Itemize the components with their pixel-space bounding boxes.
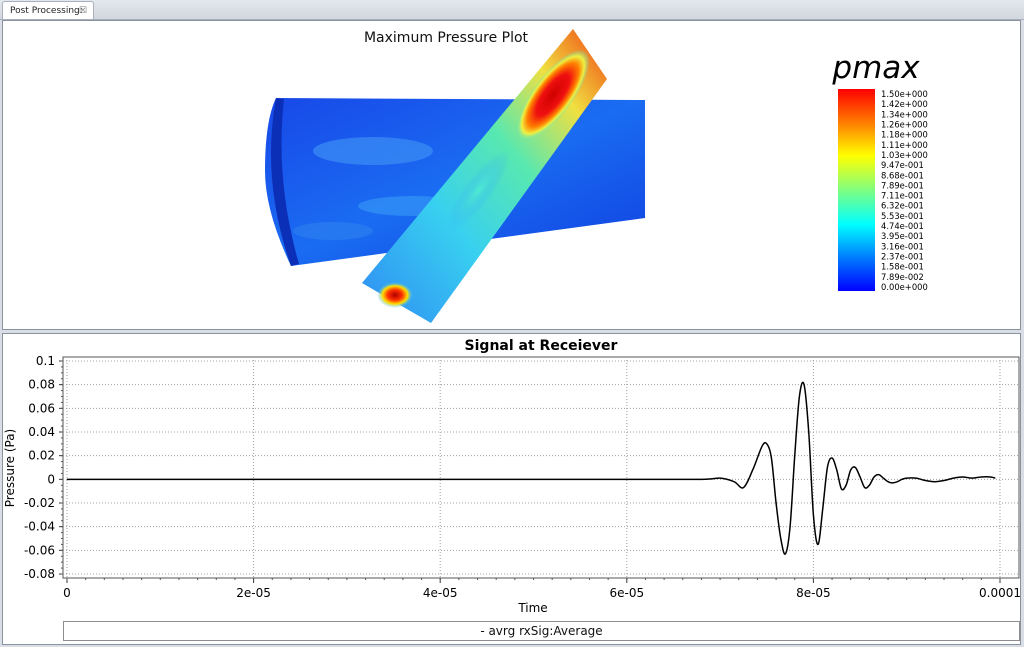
- colorbar-label: 1.34e+000: [881, 109, 928, 119]
- colorbar-label: 6.32e-001: [881, 201, 924, 211]
- colorbar-label: 3.95e-001: [881, 231, 924, 241]
- x-tick-label: 6e-05: [609, 586, 644, 600]
- x-axis-label: Time: [517, 601, 547, 615]
- colorbar-label: 1.58e-001: [881, 262, 924, 272]
- plot-area: [62, 356, 1020, 579]
- main-pipe-end-cap: [271, 98, 299, 266]
- colorbar-label: 9.47e-001: [881, 160, 924, 170]
- pressure-geometry: [265, 29, 645, 323]
- colorbar-label: 1.42e+000: [881, 99, 928, 109]
- tab-bar: Post Processing: ☒: [0, 0, 1024, 20]
- x-tick-label: 0.0001: [979, 586, 1020, 600]
- series-line: [67, 381, 996, 555]
- tab-label: Post Processing:: [10, 6, 83, 16]
- y-tick-label: -0.02: [24, 496, 55, 510]
- viewport-title: Maximum Pressure Plot: [364, 30, 529, 46]
- x-tick-label: 0: [63, 586, 71, 600]
- colorbar-label: 1.26e+000: [881, 119, 928, 129]
- colorbar-label: 1.50e+000: [881, 89, 928, 99]
- colorbar-name: pmax: [831, 50, 920, 86]
- chart-title: Signal at Receiever: [465, 338, 618, 354]
- colorbar-label: 4.74e-001: [881, 221, 924, 231]
- colorbar-label: 0.00e+000: [881, 282, 928, 292]
- colorbar-label: 7.89e-002: [881, 272, 924, 282]
- y-tick-label: 0.06: [28, 401, 55, 415]
- colorbar: [838, 89, 875, 291]
- x-tick-label: 4e-05: [423, 586, 458, 600]
- x-tick-label: 8e-05: [796, 586, 831, 600]
- line-chart[interactable]: Signal at Receiever 0.10.080.060.040.020…: [3, 334, 1021, 619]
- x-tick-label: 2e-05: [236, 586, 271, 600]
- close-icon[interactable]: ☒: [78, 6, 87, 16]
- y-tick-label: -0.04: [24, 520, 55, 534]
- colorbar-label: 1.11e+000: [881, 140, 928, 150]
- colorbar-label: 3.16e-001: [881, 241, 924, 251]
- colorbar-labels: 1.50e+0001.42e+0001.34e+0001.26e+0001.18…: [881, 89, 928, 292]
- colorbar-label: 1.03e+000: [881, 150, 928, 160]
- tab-post-processing[interactable]: Post Processing: ☒: [2, 1, 94, 19]
- y-tick-label: 0.08: [28, 378, 55, 392]
- chart-panel: Signal at Receiever 0.1 0.08 0.06 0.04 0.02 0…: [2, 333, 1021, 645]
- colorbar-label: 2.37e-001: [881, 252, 924, 262]
- colorbar-label: 7.11e-001: [881, 191, 924, 201]
- series-group: [67, 381, 996, 555]
- colorbar-label: 5.53e-001: [881, 211, 924, 221]
- y-tick-label: 0.02: [28, 449, 55, 463]
- colorbar-label: 1.18e+000: [881, 130, 928, 140]
- y-tick-label: -0.08: [24, 567, 55, 581]
- colorbar-label: 8.68e-001: [881, 170, 924, 180]
- y-tick-label: 0: [47, 472, 55, 486]
- y-tick-label: 0.1: [36, 354, 55, 368]
- render-viewport[interactable]: Maximum Pressure Plot pmax 1.50e+000 1.42…: [2, 20, 1021, 330]
- chart-legend[interactable]: - avrg rxSig:Average: [63, 621, 1020, 641]
- legend-entry: - avrg rxSig:Average: [480, 624, 603, 638]
- y-axis-label: Pressure (Pa): [3, 429, 17, 507]
- y-tick-label: 0.04: [28, 425, 55, 439]
- y-tick-label: -0.06: [24, 543, 55, 557]
- x-axis: 0 2e-05 4e-05 6e-05 8e-05 0.0001: [63, 578, 1021, 600]
- y-axis: 0.1 0.08 0.06 0.04 0.02 0 -0.02 -0.04 -0.06 -0.08: [24, 354, 63, 581]
- viewport-canvas: Maximum Pressure Plot pmax 1.50e+0001.42…: [265, 29, 928, 323]
- colorbar-label: 7.89e-001: [881, 180, 924, 190]
